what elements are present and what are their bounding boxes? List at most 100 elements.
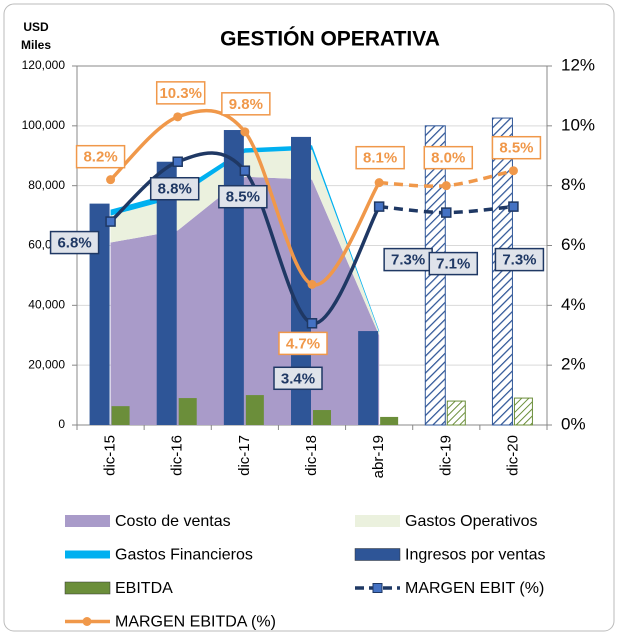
legend-swatch (82, 617, 92, 626)
data-label: 3.4% (281, 370, 315, 387)
y2-tick-label: 0% (561, 414, 586, 433)
marker (508, 201, 519, 212)
y2-tick-label: 6% (561, 235, 586, 254)
legend-label: Ingresos por ventas (405, 547, 546, 564)
data-label: 8.5% (499, 140, 533, 157)
legend-swatch (354, 548, 401, 561)
marker (374, 178, 384, 188)
marker (508, 166, 518, 176)
legend-swatch (65, 550, 110, 559)
line (109, 108, 381, 287)
bar (513, 397, 533, 426)
legend-label: MARGEN EBIT (%) (405, 580, 544, 597)
data-label: 4.7% (286, 335, 320, 352)
marker (239, 165, 251, 176)
legend-item: Gastos Financieros (65, 547, 253, 564)
label-box (149, 176, 200, 201)
data-label: 8.5% (226, 189, 260, 206)
data-label: 8.2% (83, 149, 117, 166)
y-axis-label: Miles (21, 38, 51, 52)
data-label: 8.0% (431, 150, 465, 167)
label-box (155, 81, 206, 105)
marker (172, 156, 183, 167)
legend-swatch (372, 583, 383, 593)
legend-item: Ingresos por ventas (354, 547, 546, 564)
legend-swatch (65, 515, 110, 527)
x-tick-label: dic-20 (504, 435, 521, 476)
x-tick-label: dic-15 (102, 435, 119, 476)
y2-tick-label: 10% (561, 115, 595, 134)
bar (446, 400, 466, 426)
bar (178, 398, 197, 425)
x-tick-label: abr-19 (370, 435, 387, 478)
bar (245, 395, 264, 425)
label-box (491, 135, 542, 160)
marker (106, 175, 116, 185)
x-tick-label: dic-19 (437, 435, 454, 476)
legend-item: Costo de ventas (65, 513, 231, 530)
bar (358, 331, 379, 425)
y-tick-label: 20,000 (28, 357, 65, 371)
x-tick-label: dic-18 (303, 435, 320, 476)
marker (306, 318, 318, 329)
label-box (273, 366, 323, 391)
y2-tick-label: 8% (561, 175, 586, 194)
data-label: 7.1% (436, 256, 470, 273)
y2-tick-label: 2% (561, 355, 586, 374)
label-box (428, 251, 479, 276)
legend-label: Gastos Operativos (405, 513, 538, 530)
marker (441, 181, 451, 191)
bar (156, 161, 177, 425)
y-tick-label: 120,000 (22, 58, 66, 72)
chart-title: GESTIÓN OPERATIVA (220, 27, 440, 51)
data-label: 10.3% (159, 85, 202, 102)
marker (105, 216, 116, 227)
legend-swatch (64, 581, 111, 595)
legend-item: EBITDA (64, 580, 173, 597)
marker (307, 279, 317, 289)
data-label: 7.3% (502, 252, 536, 269)
bar (89, 203, 110, 425)
marker (240, 127, 250, 137)
label-box (278, 331, 328, 356)
area (110, 176, 380, 425)
data-label: 8.8% (158, 181, 192, 198)
label-box (355, 145, 405, 170)
data-label: 7.3% (391, 252, 425, 269)
bar (491, 117, 513, 426)
legend-label: Costo de ventas (115, 513, 231, 530)
label-box (218, 184, 268, 209)
label-box (75, 144, 126, 169)
bar (424, 125, 446, 426)
legend-label: MARGEN EBITDA (%) (115, 614, 276, 631)
label-box (49, 230, 100, 255)
data-label: 9.8% (229, 96, 263, 113)
y-axis-label: USD (23, 20, 49, 34)
legend-label: EBITDA (115, 580, 173, 597)
y-tick-label: 100,000 (22, 118, 66, 132)
label-box (423, 145, 474, 170)
x-tick-label: dic-17 (236, 435, 253, 476)
legend-item: MARGEN EBITDA (%) (65, 614, 276, 631)
bar (313, 410, 331, 425)
legend-label: Gastos Financieros (115, 547, 253, 564)
bar (380, 416, 399, 425)
data-label: 6.8% (57, 235, 91, 252)
y-tick-label: 40,000 (28, 298, 65, 312)
marker (173, 112, 183, 122)
legend-item: MARGEN EBIT (%) (355, 580, 544, 597)
x-tick-label: dic-16 (169, 435, 186, 476)
bar (111, 406, 130, 425)
label-box (494, 247, 545, 272)
y2-tick-label: 12% (561, 55, 595, 74)
label-box (221, 92, 271, 116)
y-tick-label: 0 (58, 417, 65, 431)
marker (441, 207, 452, 218)
data-label: 8.1% (363, 150, 397, 167)
legend-item: Gastos Operativos (355, 513, 538, 530)
legend-swatch (355, 515, 400, 527)
marker (373, 201, 385, 212)
y-tick-label: 80,000 (28, 178, 65, 192)
y2-tick-label: 4% (561, 295, 586, 314)
